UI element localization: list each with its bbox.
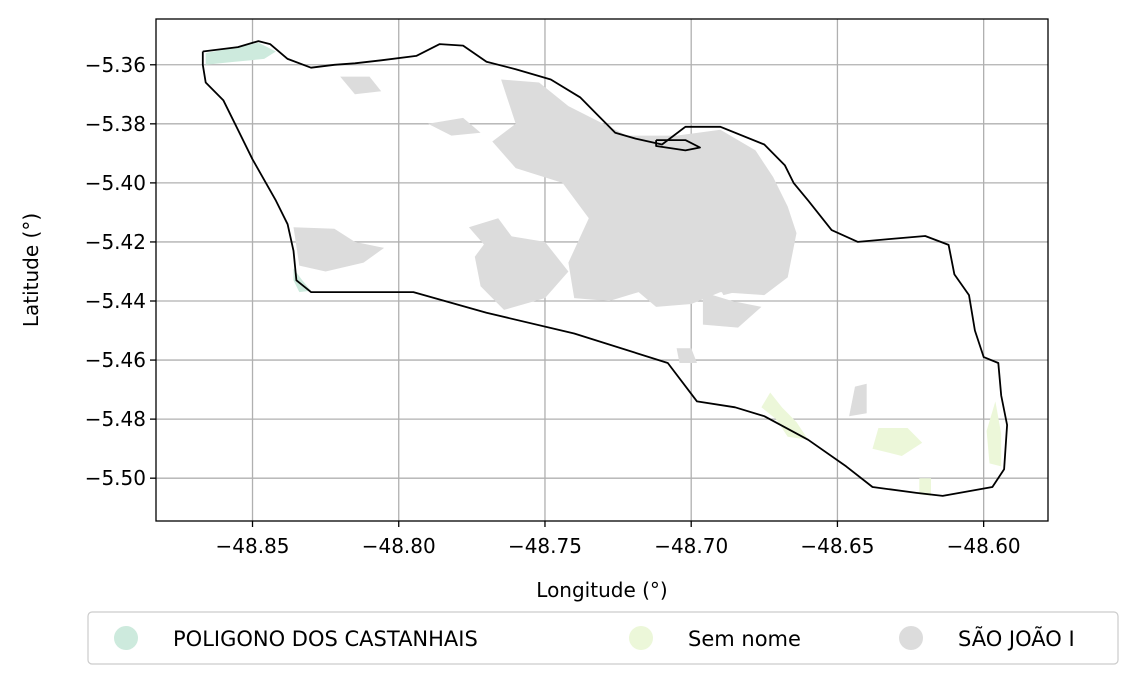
region-3 [872, 428, 923, 456]
boundary-inner-line [655, 139, 701, 152]
y-tick-label-6: −5.48 [85, 407, 146, 431]
x-tick-label-1: −48.80 [362, 534, 436, 558]
x-tick-label-2: −48.75 [508, 534, 582, 558]
region-fills [205, 42, 1002, 496]
region-14 [676, 348, 697, 363]
region-0 [205, 42, 276, 65]
legend-marker-1 [629, 626, 653, 650]
region-6 [293, 227, 385, 272]
region-2 [761, 392, 809, 440]
y-tick-label-1: −5.38 [85, 112, 146, 136]
x-axis-label: Longitude (°) [536, 578, 667, 602]
legend-label-0: POLIGONO DOS CASTANHAIS [173, 627, 478, 651]
y-tick-label-3: −5.42 [85, 230, 146, 254]
y-tick-label-7: −5.50 [85, 466, 146, 490]
region-7 [340, 76, 382, 95]
boundary-outline [201, 40, 1008, 497]
legend-frame [87, 611, 1119, 665]
legend-label-1: Sem nome [688, 627, 801, 651]
region-12 [474, 233, 569, 310]
x-tick-label-0: −48.85 [216, 534, 290, 558]
legend-marker-2 [899, 626, 923, 650]
region-16 [717, 271, 747, 296]
plot-frame [155, 18, 1049, 522]
y-tick-label-5: −5.46 [85, 348, 146, 372]
boundary-line [201, 40, 1008, 497]
region-4 [986, 401, 1002, 467]
x-tick-label-4: −48.65 [800, 534, 874, 558]
region-5 [919, 478, 931, 496]
region-13 [702, 292, 762, 328]
legend-label-2: SÃO JOÃO I [958, 625, 1075, 651]
region-15 [849, 383, 867, 417]
axis-ticks: −48.85 −48.80 −48.75 −48.70 −48.65 −48.60 −5.3… [85, 53, 1021, 558]
y-tick-label-2: −5.40 [85, 171, 146, 195]
region-11 [492, 79, 797, 307]
y-axis-label: Latitude (°) [19, 213, 43, 327]
x-tick-label-3: −48.70 [654, 534, 728, 558]
region-8 [428, 117, 481, 136]
x-tick-label-5: −48.60 [947, 534, 1021, 558]
y-tick-label-0: −5.36 [85, 53, 146, 77]
y-tick-label-4: −5.44 [85, 289, 146, 313]
grid-lines [156, 19, 1048, 521]
region-1 [293, 268, 311, 293]
legend-marker-0 [114, 626, 138, 650]
legend: POLIGONO DOS CASTANHAIS Sem nome SÃO JOÃO … [87, 611, 1119, 665]
